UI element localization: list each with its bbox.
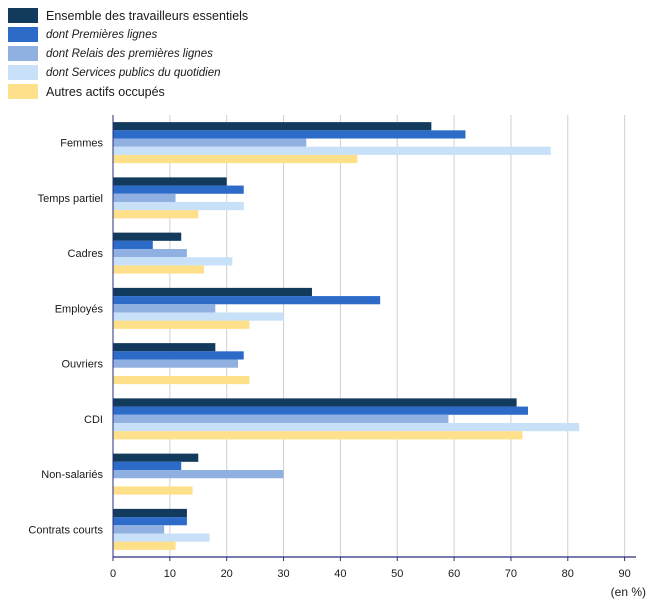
x-tick-label: 0	[110, 568, 116, 580]
x-tick-label: 10	[164, 568, 176, 580]
bar	[113, 210, 199, 219]
legend-item: Autres actifs occupés	[8, 82, 248, 101]
bar	[113, 525, 165, 534]
bar	[113, 265, 204, 274]
bar	[113, 375, 250, 385]
legend-item: dont Services publics du quotidien	[8, 63, 248, 82]
bar	[113, 359, 239, 368]
x-tick-label: 80	[562, 568, 574, 580]
bar	[113, 422, 580, 432]
legend-swatch	[8, 27, 38, 42]
category-label: Contrats courts	[28, 524, 103, 536]
x-tick-label: 60	[448, 568, 460, 580]
bar	[113, 304, 216, 313]
x-tick-label: 50	[391, 568, 403, 580]
bar	[113, 486, 193, 495]
unit-label: (en %)	[610, 585, 646, 599]
bar	[113, 146, 551, 155]
category-label: Employés	[55, 303, 104, 315]
bar	[113, 138, 307, 147]
legend-label: Ensemble des travailleurs essentiels	[46, 8, 249, 23]
legend-item: dont Premières lignes	[8, 25, 248, 44]
x-tick-label: 30	[277, 568, 289, 580]
bar	[113, 533, 210, 542]
bar	[113, 398, 517, 407]
legend-swatch	[8, 65, 38, 80]
bar	[113, 249, 187, 258]
legend-swatch	[8, 84, 38, 99]
bar	[113, 517, 187, 526]
category-label: CDI	[84, 414, 103, 426]
bar	[113, 177, 227, 186]
bar	[113, 343, 216, 352]
bar	[113, 154, 358, 164]
bar	[113, 201, 244, 211]
category-label: Ouvriers	[61, 359, 103, 371]
legend-swatch	[8, 8, 38, 23]
bar	[113, 193, 176, 202]
x-tick-label: 20	[221, 568, 233, 580]
bar	[113, 185, 244, 194]
bar	[113, 257, 233, 266]
legend-label: Autres actifs occupés	[46, 84, 165, 99]
legend-item: dont Relais des premières lignes	[8, 44, 248, 63]
category-label: Temps partiel	[38, 193, 103, 205]
bar	[113, 541, 176, 550]
bar	[113, 287, 312, 297]
bar	[113, 406, 528, 415]
bar	[113, 320, 250, 329]
bar	[113, 414, 449, 423]
bar	[113, 130, 466, 139]
bar	[113, 122, 432, 131]
bar	[113, 470, 284, 479]
bar	[113, 461, 182, 471]
category-label: Cadres	[68, 248, 104, 260]
legend: Ensemble des travailleurs essentiels dont…	[8, 6, 248, 101]
legend-label: dont Premières lignes	[46, 28, 158, 41]
x-tick-label: 70	[505, 568, 517, 580]
bar	[113, 351, 244, 360]
bar	[113, 296, 381, 305]
legend-label: dont Services publics du quotidien	[46, 66, 221, 79]
legend-item: Ensemble des travailleurs essentiels	[8, 6, 248, 25]
legend-swatch	[8, 46, 38, 61]
x-tick-label: 40	[334, 568, 346, 580]
category-label: Non-salariés	[41, 469, 103, 481]
bar	[113, 453, 199, 462]
legend-label: dont Relais des premières lignes	[46, 47, 213, 60]
bar	[113, 431, 523, 440]
category-label: Femmes	[60, 138, 103, 150]
bar	[113, 232, 182, 241]
bar	[113, 240, 153, 250]
bar	[113, 508, 187, 518]
x-tick-label: 90	[619, 568, 631, 580]
bar	[113, 312, 284, 321]
